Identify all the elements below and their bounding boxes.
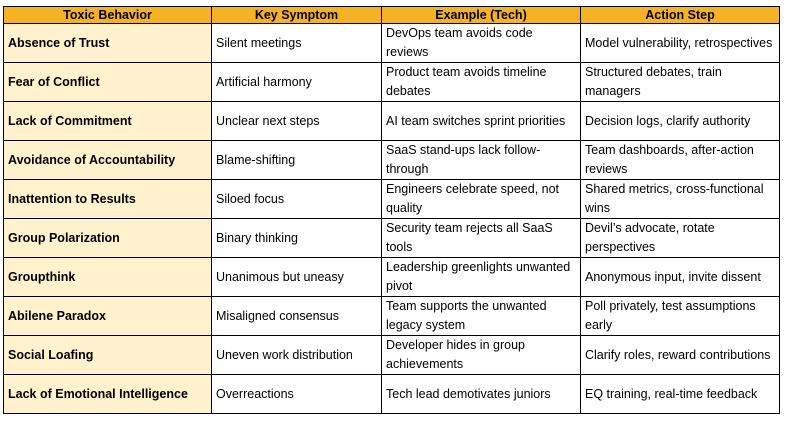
example-cell: AI team switches sprint priorities [381, 101, 581, 141]
table-row: Lack of Emotional Intelligence Overreact… [3, 374, 780, 414]
behavior-cell: Group Polarization [3, 218, 212, 258]
action-cell: Anonymous input, invite dissent [580, 257, 780, 297]
action-cell: Poll privately, test assumptions early [580, 296, 780, 336]
example-cell: Engineers celebrate speed, not quality [381, 179, 581, 219]
header-row: Toxic Behavior Key Symptom Example (Tech… [3, 6, 780, 24]
symptom-cell: Unclear next steps [211, 101, 382, 141]
table-row: Social Loafing Uneven work distribution … [3, 335, 780, 375]
table-row: Inattention to Results Siloed focus Engi… [3, 179, 780, 219]
header-toxic-behavior: Toxic Behavior [3, 6, 212, 24]
behavior-cell: Lack of Commitment [3, 101, 212, 141]
action-cell: Decision logs, clarify authority [580, 101, 780, 141]
header-example-tech: Example (Tech) [381, 6, 581, 24]
example-cell: Product team avoids timeline debates [381, 62, 581, 102]
table-row: Fear of Conflict Artificial harmony Prod… [3, 62, 780, 102]
action-cell: Shared metrics, cross-functional wins [580, 179, 780, 219]
symptom-cell: Unanimous but uneasy [211, 257, 382, 297]
behavior-cell: Abilene Paradox [3, 296, 212, 336]
example-cell: Leadership greenlights unwanted pivot [381, 257, 581, 297]
header-key-symptom: Key Symptom [211, 6, 382, 24]
action-cell: Clarify roles, reward contributions [580, 335, 780, 375]
example-cell: Security team rejects all SaaS tools [381, 218, 581, 258]
example-cell: Team supports the unwanted legacy system [381, 296, 581, 336]
symptom-cell: Siloed focus [211, 179, 382, 219]
symptom-cell: Blame-shifting [211, 140, 382, 180]
table-row: Groupthink Unanimous but uneasy Leadersh… [3, 257, 780, 297]
table-row: Absence of Trust Silent meetings DevOps … [3, 23, 780, 63]
behavior-cell: Inattention to Results [3, 179, 212, 219]
example-cell: DevOps team avoids code reviews [381, 23, 581, 63]
header-action-step: Action Step [580, 6, 780, 24]
behavior-cell: Avoidance of Accountability [3, 140, 212, 180]
table-row: Group Polarization Binary thinking Secur… [3, 218, 780, 258]
example-cell: Tech lead demotivates juniors [381, 374, 581, 414]
toxic-behavior-table: Toxic Behavior Key Symptom Example (Tech… [3, 6, 780, 414]
symptom-cell: Misaligned consensus [211, 296, 382, 336]
action-cell: Model vulnerability, retrospectives [580, 23, 780, 63]
action-cell: Structured debates, train managers [580, 62, 780, 102]
behavior-cell: Social Loafing [3, 335, 212, 375]
behavior-cell: Lack of Emotional Intelligence [3, 374, 212, 414]
symptom-cell: Uneven work distribution [211, 335, 382, 375]
behavior-cell: Fear of Conflict [3, 62, 212, 102]
symptom-cell: Binary thinking [211, 218, 382, 258]
symptom-cell: Artificial harmony [211, 62, 382, 102]
table-row: Abilene Paradox Misaligned consensus Tea… [3, 296, 780, 336]
table-container: Toxic Behavior Key Symptom Example (Tech… [3, 6, 780, 414]
action-cell: Team dashboards, after-action reviews [580, 140, 780, 180]
table-row: Lack of Commitment Unclear next steps AI… [3, 101, 780, 141]
behavior-cell: Groupthink [3, 257, 212, 297]
behavior-cell: Absence of Trust [3, 23, 212, 63]
table-row: Avoidance of Accountability Blame-shifti… [3, 140, 780, 180]
symptom-cell: Silent meetings [211, 23, 382, 63]
action-cell: EQ training, real-time feedback [580, 374, 780, 414]
action-cell: Devil’s advocate, rotate perspectives [580, 218, 780, 258]
example-cell: Developer hides in group achievements [381, 335, 581, 375]
symptom-cell: Overreactions [211, 374, 382, 414]
example-cell: SaaS stand-ups lack follow-through [381, 140, 581, 180]
